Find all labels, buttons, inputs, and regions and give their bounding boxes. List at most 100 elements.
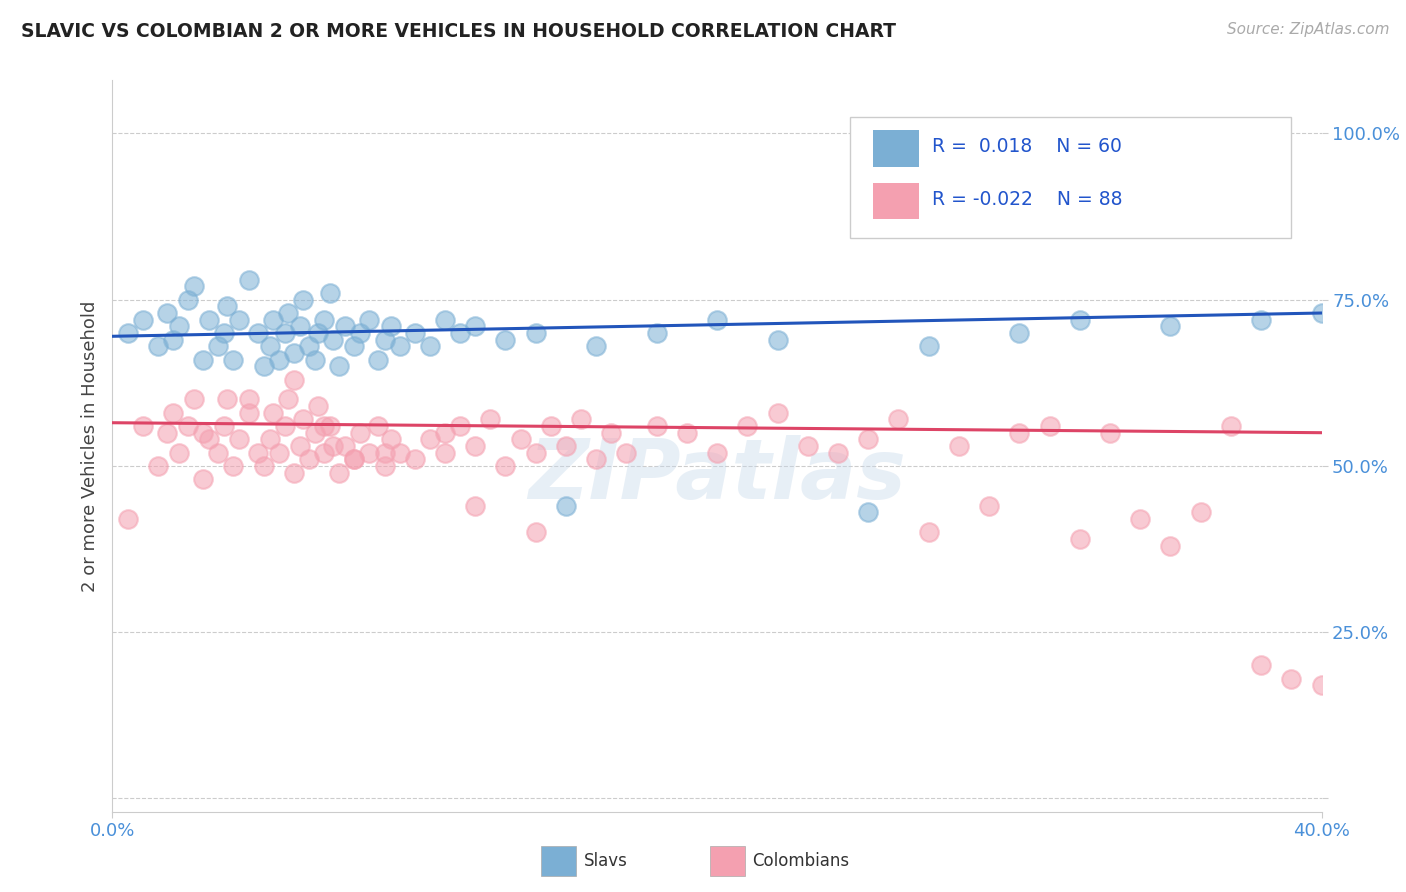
- Point: [214, 326, 236, 340]
- Point: [335, 439, 357, 453]
- Point: [298, 339, 321, 353]
- Point: [214, 419, 236, 434]
- Point: [509, 433, 531, 447]
- Point: [222, 352, 245, 367]
- Point: [322, 439, 344, 453]
- Point: [1250, 312, 1272, 326]
- Point: [464, 439, 486, 453]
- Point: [918, 525, 941, 540]
- Point: [766, 406, 789, 420]
- Point: [827, 445, 849, 459]
- Point: [217, 392, 239, 407]
- Point: [540, 419, 562, 434]
- Point: [349, 326, 371, 340]
- Point: [291, 412, 314, 426]
- Point: [887, 412, 910, 426]
- Point: [314, 312, 336, 326]
- Point: [554, 499, 576, 513]
- Point: [191, 352, 214, 367]
- Point: [283, 466, 305, 480]
- Bar: [873, 130, 920, 167]
- Point: [1008, 425, 1031, 440]
- Point: [585, 339, 607, 353]
- Point: [1159, 319, 1181, 334]
- Point: [374, 333, 396, 347]
- Point: [117, 512, 139, 526]
- Point: [238, 406, 260, 420]
- Point: [1159, 539, 1181, 553]
- Point: [217, 299, 239, 313]
- Point: [291, 293, 314, 307]
- Point: [319, 286, 342, 301]
- Point: [524, 445, 547, 459]
- FancyBboxPatch shape: [851, 117, 1291, 237]
- Point: [1098, 425, 1121, 440]
- Point: [304, 352, 326, 367]
- Text: Source: ZipAtlas.com: Source: ZipAtlas.com: [1226, 22, 1389, 37]
- Point: [1129, 512, 1152, 526]
- Point: [464, 499, 486, 513]
- Point: [262, 312, 284, 326]
- Point: [464, 319, 486, 334]
- Point: [253, 359, 276, 374]
- Point: [207, 339, 229, 353]
- Bar: [873, 183, 920, 219]
- Point: [1069, 532, 1091, 546]
- Point: [343, 452, 366, 467]
- Point: [380, 319, 402, 334]
- Point: [433, 425, 456, 440]
- Point: [274, 326, 297, 340]
- Point: [191, 472, 214, 486]
- Point: [367, 419, 389, 434]
- Point: [449, 419, 471, 434]
- Point: [167, 319, 190, 334]
- Point: [328, 466, 350, 480]
- Point: [1310, 306, 1333, 320]
- Point: [419, 339, 441, 353]
- Point: [298, 452, 321, 467]
- Point: [222, 458, 245, 473]
- Point: [253, 458, 276, 473]
- Point: [314, 419, 336, 434]
- Point: [259, 433, 281, 447]
- Point: [207, 445, 229, 459]
- Point: [156, 306, 179, 320]
- Point: [267, 445, 290, 459]
- Point: [343, 339, 366, 353]
- Point: [177, 419, 200, 434]
- Text: R = -0.022    N = 88: R = -0.022 N = 88: [932, 190, 1123, 209]
- Bar: [541, 846, 576, 876]
- Point: [274, 419, 297, 434]
- Point: [1310, 678, 1333, 692]
- Point: [479, 412, 502, 426]
- Point: [146, 458, 169, 473]
- Point: [162, 333, 184, 347]
- Point: [283, 372, 305, 386]
- Point: [796, 439, 818, 453]
- Point: [177, 293, 200, 307]
- Point: [404, 326, 426, 340]
- Y-axis label: 2 or more Vehicles in Household: 2 or more Vehicles in Household: [80, 301, 98, 591]
- Point: [1279, 672, 1302, 686]
- Point: [1250, 658, 1272, 673]
- Point: [374, 445, 396, 459]
- Text: ZIPatlas: ZIPatlas: [529, 434, 905, 516]
- Point: [198, 312, 221, 326]
- Point: [856, 433, 880, 447]
- Point: [918, 339, 941, 353]
- Point: [246, 445, 269, 459]
- Point: [404, 452, 426, 467]
- Point: [307, 399, 329, 413]
- Point: [349, 425, 371, 440]
- Point: [766, 333, 789, 347]
- Point: [304, 425, 326, 440]
- Point: [246, 326, 269, 340]
- Point: [262, 406, 284, 420]
- Point: [388, 445, 411, 459]
- Point: [977, 499, 1000, 513]
- Point: [554, 439, 576, 453]
- Point: [183, 279, 205, 293]
- Point: [569, 412, 592, 426]
- Point: [495, 458, 517, 473]
- Point: [238, 273, 260, 287]
